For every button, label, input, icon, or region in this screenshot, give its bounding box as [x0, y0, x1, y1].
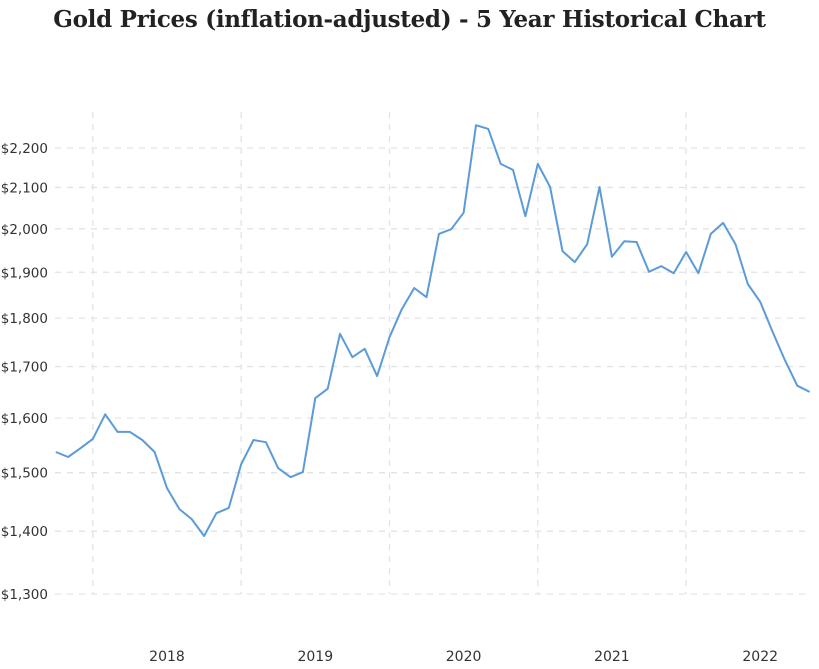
x-tick-label: 2021: [594, 649, 630, 665]
y-tick-label: $1,500: [1, 466, 48, 482]
chart-title: Gold Prices (inflation-adjusted) - 5 Yea…: [53, 6, 766, 33]
x-axis: 2018 2019 2020 2021 2022: [149, 649, 778, 665]
y-axis: $1,300 $1,400 $1,500 $1,600 $1,700 $1,800 $1,9…: [1, 141, 48, 603]
x-tick-label: 2018: [149, 649, 185, 665]
series-line: [55, 124, 811, 537]
y-tick-label: $1,700: [1, 360, 48, 376]
gridlines: [55, 112, 808, 595]
y-tick-label: $2,000: [1, 222, 48, 238]
y-tick-label: $1,900: [1, 265, 48, 281]
y-tick-label: $2,200: [1, 141, 48, 157]
y-tick-label: $1,400: [1, 524, 48, 540]
series: [55, 124, 811, 537]
x-tick-label: 2019: [297, 649, 333, 665]
x-tick-label: 2020: [446, 649, 482, 665]
y-tick-label: $1,800: [1, 311, 48, 327]
y-tick-label: $2,100: [1, 180, 48, 196]
y-tick-label: $1,300: [1, 587, 48, 603]
y-tick-label: $1,600: [1, 411, 48, 427]
x-tick-label: 2022: [742, 649, 778, 665]
